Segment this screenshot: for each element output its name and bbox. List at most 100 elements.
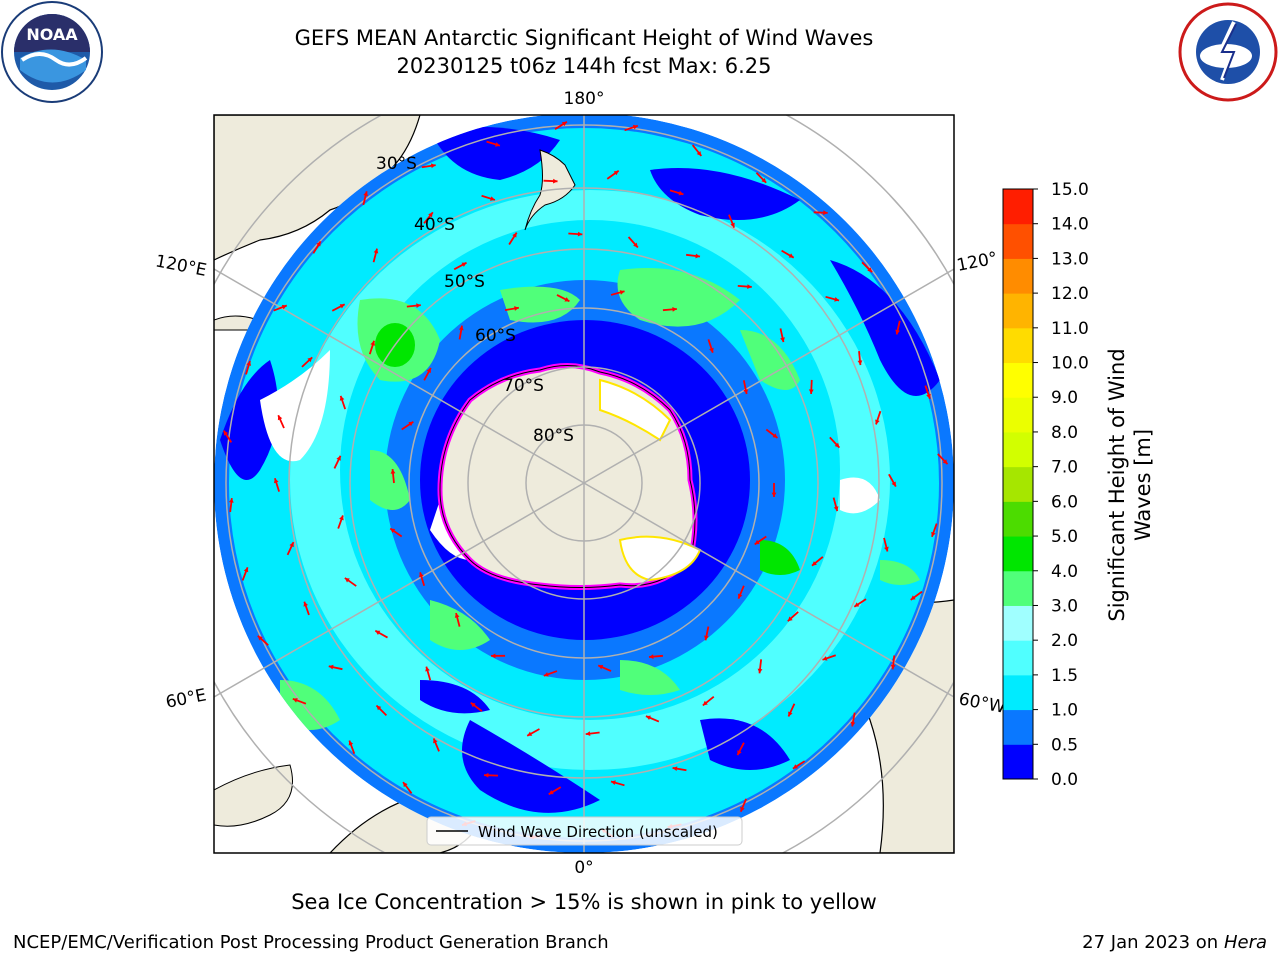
colorbar-swatch xyxy=(1003,362,1033,398)
wind-arrow-icon xyxy=(686,253,701,259)
noaa-logo-icon: NOAA xyxy=(1,1,103,103)
wind-arrow-icon xyxy=(423,211,434,224)
colorbar-tick-label: 11.0 xyxy=(1051,319,1089,339)
noaa-logo-text: NOAA xyxy=(26,25,78,44)
colorbar-tick-label: 1.5 xyxy=(1051,666,1078,686)
wind-arrow-icon xyxy=(470,701,483,712)
wind-arrow-icon xyxy=(662,306,677,312)
colorbar-tick-label: 13.0 xyxy=(1051,249,1089,269)
wind-arrow-icon xyxy=(924,385,931,400)
wind-arrow-icon xyxy=(301,356,313,368)
wind-arrow-icon xyxy=(861,261,873,273)
colorbar-swatch xyxy=(1003,327,1033,364)
wind-arrow-icon xyxy=(888,473,897,487)
wind-arrow-icon xyxy=(739,798,748,813)
colorbar-swatch xyxy=(1003,640,1033,676)
colorbar-tick-label: 0.0 xyxy=(1051,770,1078,790)
wind-arrow-icon xyxy=(779,328,785,343)
colorbar-tick-label: 2.0 xyxy=(1051,631,1078,651)
wind-arrow-icon xyxy=(481,194,496,201)
wind-arrow-icon xyxy=(787,611,799,622)
wind-arrow-icon xyxy=(228,497,234,513)
wind-arrow-icon xyxy=(627,236,639,249)
colorbar-swatch xyxy=(1003,466,1033,502)
colorbar-swatch xyxy=(1003,709,1033,745)
wind-arrow-icon xyxy=(344,577,357,587)
wind-arrow-icon xyxy=(857,351,863,366)
wind-arrow-icon xyxy=(672,766,687,772)
lon-label-60e: 60°E xyxy=(164,685,208,712)
colorbar-tick-label: 5.0 xyxy=(1051,527,1078,547)
lat-label-50s: 50°S xyxy=(444,272,485,292)
colorbar-tick-label: 1.0 xyxy=(1051,701,1078,721)
lon-label-120w: 120° xyxy=(955,248,999,275)
wind-arrow-icon xyxy=(610,780,625,787)
wind-arrow-icon xyxy=(331,303,346,312)
colorbar-swatch xyxy=(1003,189,1033,225)
wind-arrow-icon xyxy=(222,430,233,443)
wind-arrow-icon xyxy=(792,760,806,770)
colorbar: 0.0 0.5 1.0 1.5 2.0 3.0 4.0 5.0 6.0 7.0 8.0 9.0 10.0… xyxy=(1002,180,1089,790)
wind-arrow-icon xyxy=(850,712,856,727)
wind-arrow-icon xyxy=(432,738,440,752)
wind-arrow-icon xyxy=(273,478,280,492)
colorbar-tick-label: 4.0 xyxy=(1051,562,1078,582)
wind-arrow-icon xyxy=(286,541,295,556)
colorbar-swatch xyxy=(1003,501,1033,537)
wind-arrow-icon xyxy=(648,654,664,660)
wind-arrow-icon xyxy=(931,523,938,538)
wind-arrow-icon xyxy=(781,249,795,259)
colorbar-swatch xyxy=(1003,570,1033,606)
wind-arrow-icon xyxy=(825,295,840,302)
wind-arrow-icon xyxy=(277,414,285,429)
wind-arrow-icon xyxy=(389,527,403,538)
lat-label-70s: 70°S xyxy=(503,376,544,396)
wind-arrow-icon xyxy=(669,189,684,196)
wind-arrow-icon xyxy=(458,325,464,340)
wind-arrow-icon xyxy=(337,515,344,529)
wind-arrow-icon xyxy=(937,453,949,465)
wind-arrow-icon xyxy=(257,635,269,646)
wind-arrow-icon xyxy=(554,121,568,130)
footer-date-text: 27 Jan 2023 on xyxy=(1082,932,1224,953)
wind-arrow-icon xyxy=(808,379,814,394)
colorbar-tick-label: 3.0 xyxy=(1051,596,1078,616)
wind-arrow-icon xyxy=(372,248,379,263)
wind-arrow-icon xyxy=(597,664,612,672)
lat-label-40s: 40°S xyxy=(414,215,455,235)
wind-arrow-icon xyxy=(832,497,839,512)
wind-arrow-icon xyxy=(875,410,882,425)
wind-arrow-icon xyxy=(375,704,388,716)
wind-arrow-icon xyxy=(333,455,342,469)
colorbar-swatch xyxy=(1003,431,1033,468)
colorbar-tick-label: 10.0 xyxy=(1051,354,1089,374)
wind-arrow-icon xyxy=(419,572,426,586)
chart-subtitle: 20230125 t06z 144h fcst Max: 6.25 xyxy=(396,54,772,78)
wind-arrow-icon xyxy=(454,612,461,627)
wind-arrow-icon xyxy=(368,340,376,355)
wind-arrow-icon xyxy=(606,170,620,180)
colorbar-tick-label: 7.0 xyxy=(1051,458,1078,478)
colorbar-swatch xyxy=(1003,223,1033,259)
wind-arrow-icon xyxy=(707,339,714,353)
wind-arrow-icon xyxy=(755,172,767,184)
wind-arrow-icon xyxy=(853,598,867,608)
wind-arrow-icon xyxy=(543,670,558,677)
wind-arrow-icon xyxy=(736,742,745,756)
wind-arrow-icon xyxy=(787,703,796,717)
colorbar-tick-label: 6.0 xyxy=(1051,492,1078,512)
wind-arrow-icon xyxy=(292,697,307,705)
wind-arrow-icon xyxy=(402,781,413,794)
footer-date: 27 Jan 2023 on Hera xyxy=(1082,932,1267,953)
wind-arrow-icon xyxy=(508,232,518,245)
wind-arrow-icon xyxy=(348,740,356,755)
wind-arrow-icon xyxy=(568,231,583,237)
map-legend: Wind Wave Direction (unscaled) xyxy=(426,816,743,846)
wind-arrow-icon xyxy=(421,163,436,169)
colorbar-tick-label: 0.5 xyxy=(1051,735,1078,755)
wind-arrow-icon xyxy=(883,537,889,552)
wind-arrow-icon xyxy=(483,772,499,778)
colorbar-swatch xyxy=(1003,744,1033,780)
wind-arrow-icon xyxy=(486,140,501,147)
